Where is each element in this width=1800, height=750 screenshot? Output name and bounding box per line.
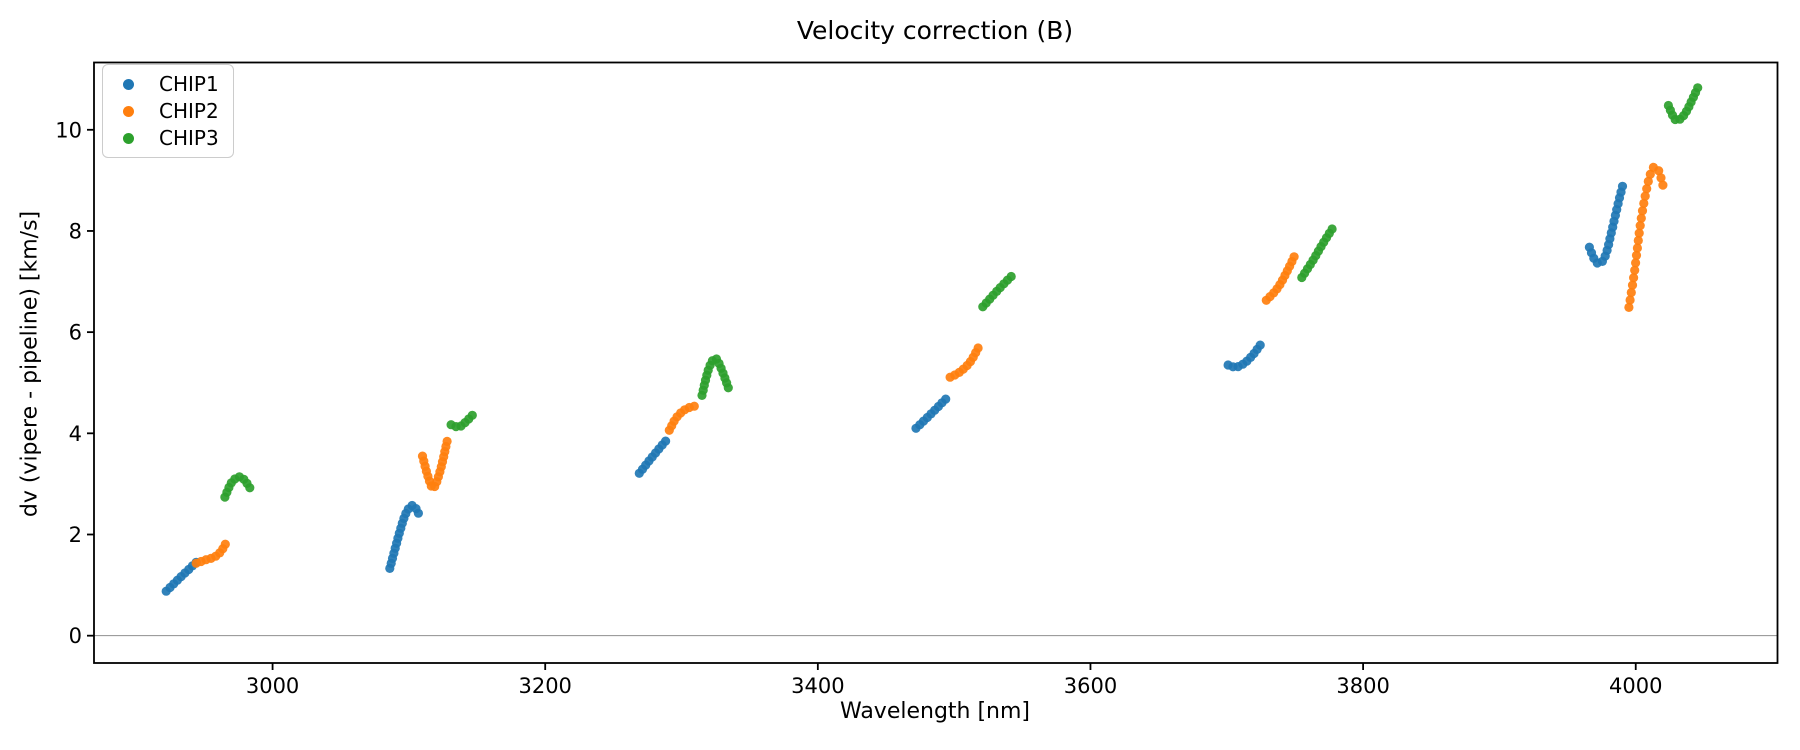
legend-entry-chip1: CHIP1 bbox=[123, 74, 219, 94]
y-tick-label: 0 bbox=[69, 624, 82, 648]
legend-marker-chip2 bbox=[123, 105, 134, 117]
legend-label-chip1: CHIP1 bbox=[159, 72, 219, 96]
y-tick-label: 4 bbox=[69, 422, 82, 446]
legend-marker-chip1 bbox=[123, 78, 134, 90]
legend-label-chip2: CHIP2 bbox=[159, 99, 219, 123]
series-CHIP1 bbox=[161, 181, 1628, 596]
y-axis-ticks: 0 2 4 6 8 10 bbox=[55, 118, 94, 648]
chart-title: Velocity correction (B) bbox=[796, 16, 1074, 45]
legend-entry-chip3: CHIP3 bbox=[123, 128, 219, 148]
x-tick-label: 3600 bbox=[1064, 674, 1117, 698]
legend-entry-chip2: CHIP2 bbox=[123, 101, 219, 121]
legend-marker-chip3 bbox=[123, 132, 134, 144]
y-tick-label: 6 bbox=[69, 321, 82, 345]
y-tick-label: 10 bbox=[55, 118, 82, 142]
y-tick-label: 8 bbox=[69, 219, 82, 243]
x-tick-label: 3000 bbox=[246, 674, 299, 698]
x-axis-label: Wavelength [nm] bbox=[839, 699, 1031, 724]
series-CHIP3 bbox=[220, 83, 1703, 502]
series-CHIP2 bbox=[191, 162, 1668, 568]
x-tick-label: 3400 bbox=[791, 674, 844, 698]
x-tick-label: 3800 bbox=[1336, 674, 1389, 698]
x-tick-label: 3200 bbox=[518, 674, 571, 698]
x-axis-ticks: 3000 3200 3400 3600 3800 4000 bbox=[246, 663, 1662, 698]
legend: CHIP1 CHIP2 CHIP3 bbox=[102, 64, 234, 158]
legend-label-chip3: CHIP3 bbox=[159, 126, 219, 150]
x-tick-label: 4000 bbox=[1609, 674, 1662, 698]
y-tick-label: 2 bbox=[69, 523, 82, 547]
y-axis-label: dv (vipere - pipeline) [km/s] bbox=[17, 210, 43, 518]
plot-border bbox=[93, 61, 1779, 664]
